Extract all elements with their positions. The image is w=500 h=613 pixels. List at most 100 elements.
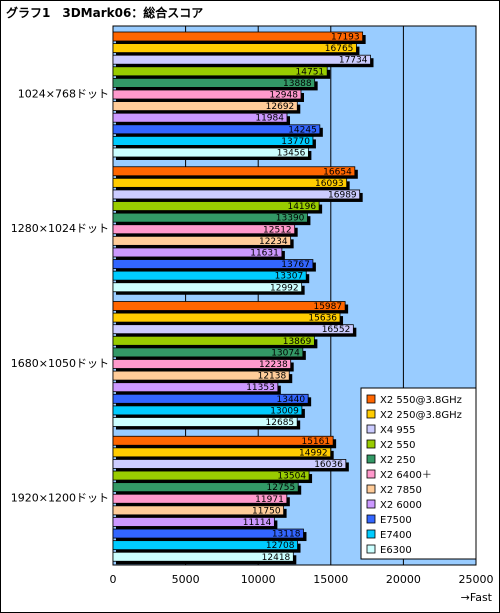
bar [112,201,320,211]
legend [360,387,477,560]
data-label: 12238 [259,360,288,370]
x-tick-label: 0 [110,573,117,586]
x-tick-label: 20000 [386,573,421,586]
category-label: 1920×1200ドット [11,492,109,505]
legend-entry: X4 955 [380,425,415,436]
bar [112,135,314,146]
data-label: 12685 [266,418,295,428]
legend-entry: E6300 [380,545,412,556]
bar [112,528,304,539]
data-label: 11114 [243,518,272,528]
bar [112,66,328,77]
legend-swatch [366,454,376,464]
data-label: 13456 [277,149,306,159]
data-label: 13767 [281,260,310,270]
data-label: 16654 [323,167,352,177]
bar [112,540,298,551]
bar [112,101,298,111]
bar [112,112,288,123]
bar [112,282,303,293]
bar [112,435,334,446]
data-label: 17193 [331,33,360,43]
data-label: 12692 [266,102,295,112]
data-label: 15636 [308,314,337,324]
data-label: 12138 [258,372,287,382]
x-tick-label: 25000 [459,573,494,586]
bar [112,235,292,246]
data-label: 14751 [296,67,325,77]
data-label: 12708 [266,541,295,551]
bar [112,393,309,404]
legend-swatch [366,394,376,404]
legend-swatch [366,529,376,539]
category-label: 1280×1024ドット [11,222,109,235]
bar [112,177,348,188]
bar [112,482,299,493]
data-label: 11353 [246,383,275,393]
legend-entry: X2 250 [380,455,415,466]
data-label: 13770 [281,137,310,147]
data-label: 13888 [283,79,312,89]
legend-entry: E7400 [380,530,412,541]
legend-swatch [366,424,376,434]
bar [112,370,290,381]
data-label: 13390 [276,214,305,224]
bar [112,324,354,335]
legend-swatch [366,499,376,509]
data-label: 16989 [328,190,357,200]
bar [112,493,288,504]
bar [112,166,356,177]
data-label: 13307 [275,272,304,282]
bar [112,54,371,65]
bar [112,89,302,100]
data-label: 16765 [325,44,354,54]
legend-entry: X2 7850 [380,485,422,496]
data-label: 15161 [301,437,330,447]
x-tick-label: 10000 [241,573,276,586]
data-label: 16093 [315,179,344,189]
bar [112,447,332,458]
data-label: 16036 [314,460,343,470]
legend-swatch [366,409,376,419]
data-label: 12234 [259,237,288,247]
data-label: 16552 [322,325,351,335]
data-label: 15987 [313,302,342,312]
bar [112,259,314,269]
bar [112,470,310,481]
bar [112,124,321,135]
bar [112,43,357,53]
data-label: 13869 [283,337,312,347]
data-label: 12512 [263,225,292,235]
bar [112,78,316,88]
bar [112,247,283,258]
legend-entry: X2 6400＋ [380,470,432,481]
category-label: 1024×768ドット [18,87,109,100]
bar [112,335,315,346]
legend-swatch [366,469,376,479]
data-label: 12755 [267,483,296,493]
bar [112,405,303,416]
bar [112,359,292,369]
data-label: 12992 [270,283,299,293]
data-label: 11984 [255,114,284,124]
bar [112,551,294,562]
bar [112,270,307,281]
legend-swatch [366,484,376,494]
legend-entry: X2 6000 [380,500,422,511]
x-tick-label: 15000 [313,573,348,586]
bar [112,312,341,323]
bar [112,212,308,223]
data-label: 13504 [277,472,306,482]
data-label: 12948 [269,91,298,101]
bar [112,459,347,469]
data-label: 11971 [255,495,284,505]
category-label: 1680×1050ドット [11,357,109,370]
data-label: 13009 [270,406,299,416]
bar [112,517,275,527]
bar [112,417,298,427]
legend-entry: X2 250@3.8GHz [380,410,462,421]
data-label: 11631 [250,248,279,258]
legend-entry: E7500 [380,515,412,526]
data-label: 13118 [272,530,301,540]
